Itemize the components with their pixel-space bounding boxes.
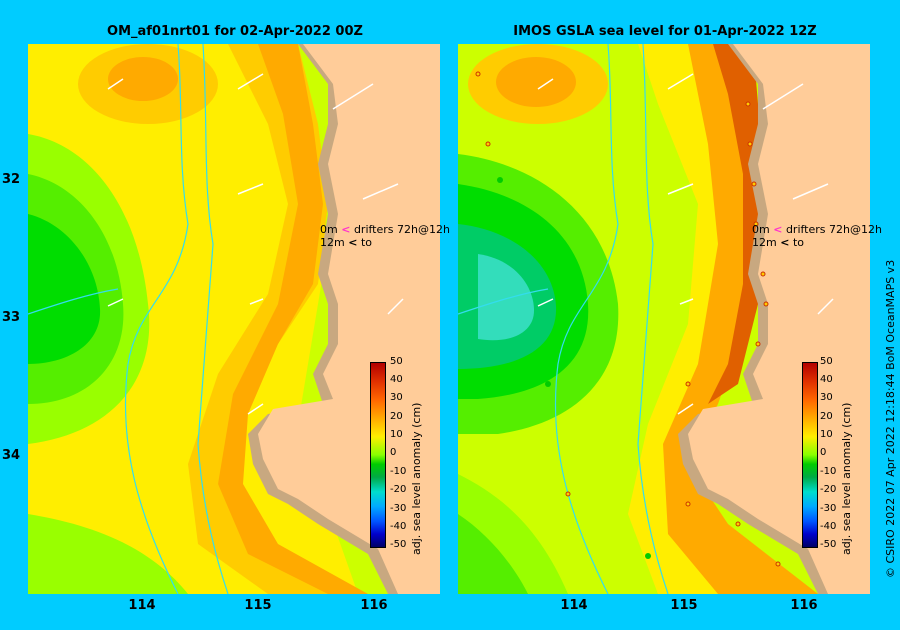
left-legend-to-text: to xyxy=(360,236,372,249)
left-colorbar-title: adj. sea level anomaly (cm) xyxy=(410,402,423,555)
left-x-tick-116: 116 xyxy=(360,598,388,613)
right-cb-label-0: 0 xyxy=(820,447,827,458)
left-legend-pink-marker: < xyxy=(341,223,351,236)
left-cb-label-m10: -10 xyxy=(390,466,407,477)
left-cb-label-50: 50 xyxy=(390,356,403,367)
right-legend-drifters-text: drifters 72h@12h xyxy=(785,223,882,236)
left-sea-level-map xyxy=(28,44,440,594)
left-legend-drifters-text: drifters 72h@12h xyxy=(353,223,450,236)
right-panel-title: IMOS GSLA sea level for 01-Apr-2022 12Z xyxy=(513,24,817,39)
left-cb-label-30: 30 xyxy=(390,392,403,403)
right-cb-label-m40: -40 xyxy=(820,521,837,532)
left-panel-title: OM_af01nrt01 for 02-Apr-2022 00Z xyxy=(107,24,363,39)
right-legend-row-2: 12m < to xyxy=(752,236,804,249)
right-x-tick-116: 116 xyxy=(790,598,818,613)
right-legend-row-1: 0m < drifters 72h@12h xyxy=(752,223,882,236)
right-cb-label-m10: -10 xyxy=(820,466,837,477)
left-cb-label-40: 40 xyxy=(390,374,403,385)
right-x-tick-115: 115 xyxy=(670,598,698,613)
left-cb-label-0: 0 xyxy=(390,447,397,458)
left-cb-label-10: 10 xyxy=(390,429,403,440)
right-cb-label-20: 20 xyxy=(820,411,833,422)
right-colorbar-title: adj. sea level anomaly (cm) xyxy=(840,402,853,555)
left-cb-label-m20: -20 xyxy=(390,484,407,495)
left-cb-label-m30: -30 xyxy=(390,503,407,514)
right-cb-label-m30: -30 xyxy=(820,503,837,514)
right-colorbar xyxy=(802,362,818,548)
right-sea-level-map xyxy=(458,44,870,594)
y-tick-32: 32 xyxy=(2,172,21,187)
left-cb-label-20: 20 xyxy=(390,411,403,422)
right-cb-label-50: 50 xyxy=(820,356,833,367)
credit-text: © CSIRO 2022 07 Apr 2022 12:18:44 BoM Oc… xyxy=(884,259,897,578)
right-cb-label-30: 30 xyxy=(820,392,833,403)
right-legend-to-text: to xyxy=(792,236,804,249)
right-legend-pink-marker: < xyxy=(773,223,783,236)
y-tick-33: 33 xyxy=(2,310,21,325)
right-legend-depth-12: 12m xyxy=(752,236,777,249)
right-legend-black-marker: < xyxy=(780,236,790,249)
left-legend-row-2: 12m < to xyxy=(320,236,372,249)
right-legend-depth-0: 0m xyxy=(752,223,770,236)
right-cb-label-10: 10 xyxy=(820,429,833,440)
y-tick-34: 34 xyxy=(2,448,21,463)
left-cb-label-m50: -50 xyxy=(390,539,407,550)
left-legend-row-1: 0m < drifters 72h@12h xyxy=(320,223,450,236)
left-x-tick-114: 114 xyxy=(128,598,156,613)
left-x-tick-115: 115 xyxy=(244,598,272,613)
left-legend-depth-12: 12m xyxy=(320,236,345,249)
right-cb-label-m20: -20 xyxy=(820,484,837,495)
left-legend-black-marker: < xyxy=(348,236,358,249)
right-cb-label-40: 40 xyxy=(820,374,833,385)
right-cb-label-m50: -50 xyxy=(820,539,837,550)
right-x-tick-114: 114 xyxy=(560,598,588,613)
left-colorbar xyxy=(370,362,386,548)
left-cb-label-m40: -40 xyxy=(390,521,407,532)
left-legend-depth-0: 0m xyxy=(320,223,338,236)
